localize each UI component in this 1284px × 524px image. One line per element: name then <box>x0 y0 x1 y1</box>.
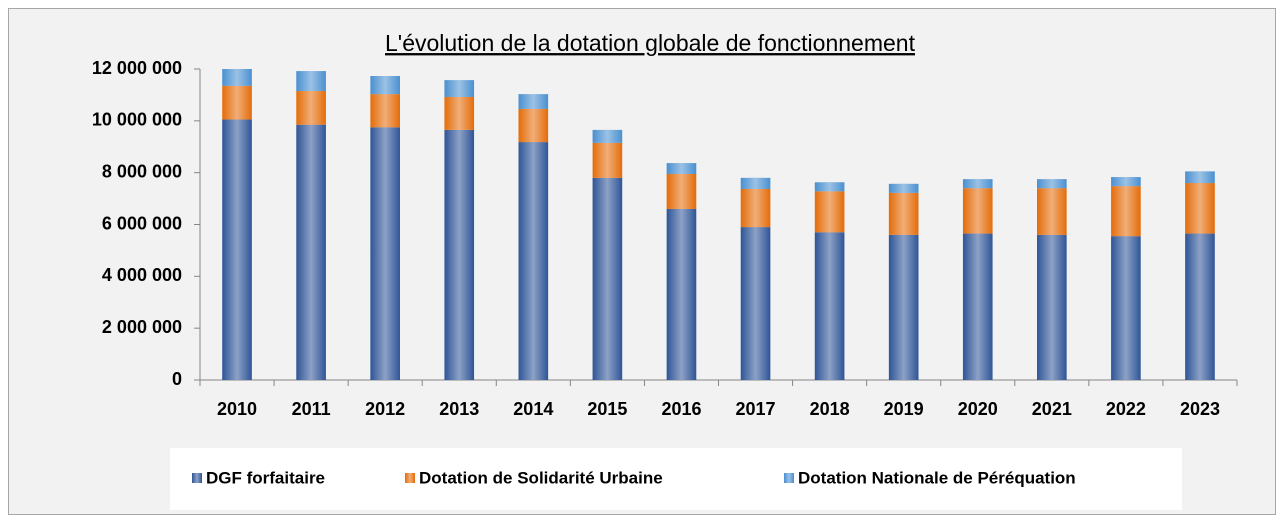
bar-shine <box>888 192 919 235</box>
bar-shine <box>592 177 623 380</box>
y-tick-label: 2 000 000 <box>102 317 182 337</box>
y-tick-label: 10 000 000 <box>92 110 182 130</box>
bar-shine <box>1185 183 1215 234</box>
bar-shine <box>1037 234 1067 380</box>
legend-label: Dotation de Solidarité Urbaine <box>419 468 663 487</box>
legend-label: DGF forfaitaire <box>206 468 325 487</box>
bar-shine <box>518 142 549 380</box>
bar-shine <box>814 182 845 192</box>
y-tick-label: 8 000 000 <box>102 161 182 181</box>
bar-shine <box>296 71 326 92</box>
y-tick-label: 12 000 000 <box>92 58 182 78</box>
legend-shine <box>405 473 415 483</box>
bar-shine <box>444 96 475 130</box>
bar-shine <box>962 188 993 234</box>
chart-title: L'évolution de la dotation globale de fo… <box>385 30 916 56</box>
bar-shine <box>666 208 697 380</box>
x-tick-label: 2018 <box>810 399 850 419</box>
bar-shine <box>814 232 845 380</box>
bar-shine <box>1185 233 1215 380</box>
x-tick-label: 2022 <box>1106 399 1146 419</box>
bar-shine <box>1111 177 1141 187</box>
bar-shine <box>222 85 252 120</box>
bar-shine <box>1037 179 1067 189</box>
bar-shine <box>296 124 326 381</box>
x-tick-label: 2014 <box>513 399 553 419</box>
bar-shine <box>962 179 993 189</box>
x-tick-label: 2019 <box>884 399 924 419</box>
bar-shine <box>444 129 475 380</box>
legend-shine <box>784 473 794 483</box>
legend-label: Dotation Nationale de Péréquation <box>798 468 1076 487</box>
x-tick-label: 2013 <box>439 399 479 419</box>
x-tick-label: 2021 <box>1032 399 1072 419</box>
x-tick-label: 2015 <box>587 399 627 419</box>
x-tick-label: 2016 <box>661 399 701 419</box>
bar-shine <box>296 91 326 125</box>
x-tick-label: 2020 <box>958 399 998 419</box>
y-tick-label: 6 000 000 <box>102 213 182 233</box>
bar-shine <box>222 119 252 380</box>
legend-box <box>170 448 1182 510</box>
x-tick-label: 2010 <box>217 399 257 419</box>
chart-frame <box>8 8 1276 515</box>
x-tick-label: 2012 <box>365 399 405 419</box>
x-tick-label: 2023 <box>1180 399 1220 419</box>
bar-shine <box>592 142 623 178</box>
bar-shine <box>666 163 697 174</box>
bar-shine <box>740 177 771 189</box>
bar-shine <box>888 183 919 193</box>
y-tick-label: 0 <box>172 369 182 389</box>
bar-shine <box>518 108 549 143</box>
bar-shine <box>740 227 771 380</box>
bar-shine <box>370 94 400 128</box>
bar-shine <box>814 191 845 233</box>
bar-shine <box>1037 188 1067 235</box>
bar-shine <box>1111 186 1141 237</box>
bar-shine <box>888 234 919 380</box>
y-tick-label: 4 000 000 <box>102 265 182 285</box>
legend-shine <box>192 473 202 483</box>
bar-shine <box>1111 236 1141 380</box>
bar-shine <box>740 188 771 228</box>
bar-shine <box>222 69 252 86</box>
bar-shine <box>370 127 400 380</box>
bar-shine <box>666 173 697 209</box>
bar-shine <box>592 129 623 143</box>
bar-shine <box>1185 171 1215 184</box>
bar-shine <box>444 80 475 97</box>
bar-shine <box>370 75 400 95</box>
bar-shine <box>518 94 549 109</box>
x-tick-label: 2017 <box>736 399 776 419</box>
bar-shine <box>962 233 993 380</box>
x-tick-label: 2011 <box>292 399 331 419</box>
